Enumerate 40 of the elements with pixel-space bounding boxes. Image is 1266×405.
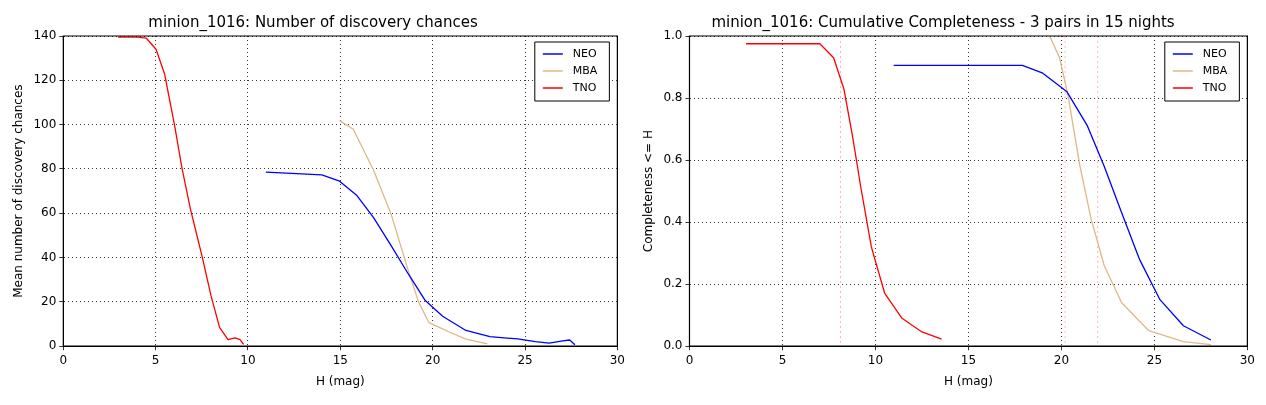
y-tick-label: 0.8 xyxy=(663,90,683,105)
y-tick-label: 100 xyxy=(33,116,57,131)
x-tick-label: 20 xyxy=(425,352,441,367)
y-tick-label: 0.0 xyxy=(663,338,683,353)
y-tick-label: 1.0 xyxy=(663,28,683,43)
chart-title: minion_1016: Number of discovery chances xyxy=(148,12,478,32)
x-tick-label: 5 xyxy=(778,352,787,367)
y-tick-label: 0 xyxy=(48,338,57,353)
y-tick-label: 0.2 xyxy=(663,276,683,291)
y-tick-label: 0.6 xyxy=(663,152,683,167)
x-tick-label: 20 xyxy=(1053,352,1070,367)
x-axis-title: H (mag) xyxy=(943,373,993,388)
y-tick-label: 120 xyxy=(33,72,57,87)
legend-label: NEO xyxy=(572,46,597,60)
legend-label: MBA xyxy=(572,63,598,77)
x-tick-label: 5 xyxy=(151,352,160,367)
legend-label: TNO xyxy=(1201,80,1227,94)
x-tick-label: 15 xyxy=(960,352,977,367)
y-axis-title: Completeness <= H xyxy=(641,130,656,253)
legend-label: NEO xyxy=(1202,46,1227,60)
y-tick-label: 140 xyxy=(33,28,57,43)
y-tick-label: 80 xyxy=(41,161,57,176)
x-tick-label: 10 xyxy=(240,352,256,367)
y-axis-title: Mean number of discovery chances xyxy=(11,84,26,298)
x-tick-label: 30 xyxy=(1239,352,1256,367)
x-tick-label: 10 xyxy=(867,352,884,367)
y-tick-label: 60 xyxy=(41,205,57,220)
x-tick-label: 15 xyxy=(332,352,348,367)
y-tick-label: 20 xyxy=(41,294,57,309)
x-tick-label: 30 xyxy=(609,352,626,367)
y-tick-label: 40 xyxy=(41,249,57,264)
chart-title: minion_1016: Cumulative Completeness - 3 pairs in 15 nights xyxy=(711,12,1175,32)
legend-label: TNO xyxy=(571,80,597,94)
legend-label: MBA xyxy=(1202,63,1228,77)
x-tick-label: 25 xyxy=(1146,352,1163,367)
x-tick-label: 25 xyxy=(517,352,533,367)
x-axis-title: H (mag) xyxy=(315,373,365,388)
y-tick-label: 0.4 xyxy=(663,214,683,229)
x-tick-label: 0 xyxy=(685,352,694,367)
x-tick-label: 0 xyxy=(59,352,68,367)
